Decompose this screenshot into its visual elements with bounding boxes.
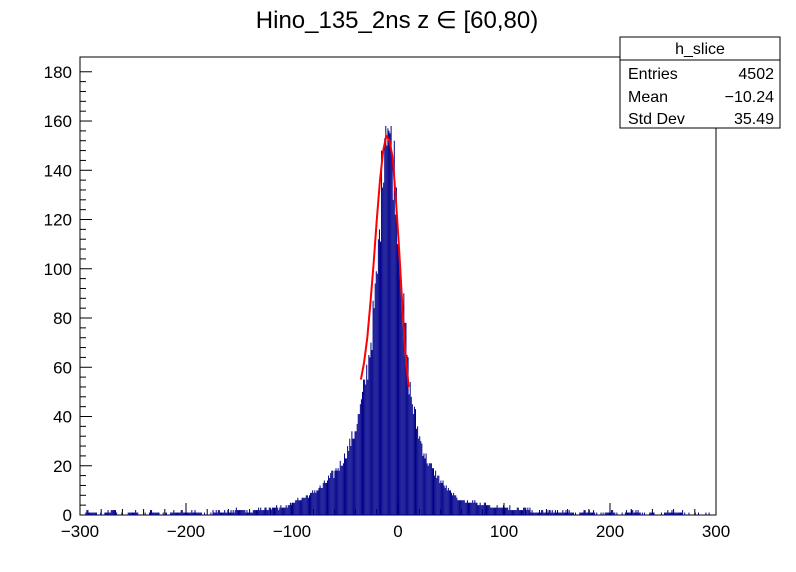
stats-std-label: Std Dev bbox=[628, 111, 685, 128]
y-tick-label: 20 bbox=[53, 457, 72, 476]
y-tick-label: 60 bbox=[53, 358, 72, 377]
stats-box-frame bbox=[619, 36, 781, 129]
stats-std-value: 35.49 bbox=[734, 111, 774, 128]
x-tick-label: −100 bbox=[273, 522, 311, 541]
x-tick-label: −300 bbox=[61, 522, 99, 541]
stats-mean-label: Mean bbox=[628, 89, 668, 106]
stats-box: h_slice Entries 4502 Mean −10.24 Std Dev… bbox=[619, 36, 781, 129]
y-axis: 0 20 40 60 80 100 120 140 160 180 bbox=[44, 63, 92, 525]
x-axis: −300 −200 −100 0 100 200 300 bbox=[61, 503, 730, 541]
x-tick-label: 200 bbox=[596, 522, 624, 541]
fit-curve bbox=[359, 133, 410, 388]
fit-curve-group bbox=[359, 133, 410, 388]
x-tick-label: −200 bbox=[167, 522, 205, 541]
y-tick-label: 100 bbox=[44, 260, 72, 279]
histogram-series bbox=[85, 125, 710, 515]
x-tick-label: 0 bbox=[393, 522, 402, 541]
y-tick-label: 0 bbox=[63, 506, 72, 525]
stats-entries-label: Entries bbox=[628, 66, 678, 83]
y-tick-label: 80 bbox=[53, 309, 72, 328]
y-tick-label: 140 bbox=[44, 161, 72, 180]
y-tick-label: 40 bbox=[53, 408, 72, 427]
stats-title: h_slice bbox=[675, 41, 725, 58]
y-tick-label: 120 bbox=[44, 211, 72, 230]
x-tick-label: 100 bbox=[490, 522, 518, 541]
stats-mean-value: −10.24 bbox=[725, 89, 774, 106]
x-tick-label: 300 bbox=[702, 522, 730, 541]
y-tick-label: 180 bbox=[44, 63, 72, 82]
y-tick-label: 160 bbox=[44, 112, 72, 131]
chart-title: Hino_135_2ns z ∈ [60,80) bbox=[256, 7, 538, 34]
stats-entries-value: 4502 bbox=[738, 66, 774, 83]
